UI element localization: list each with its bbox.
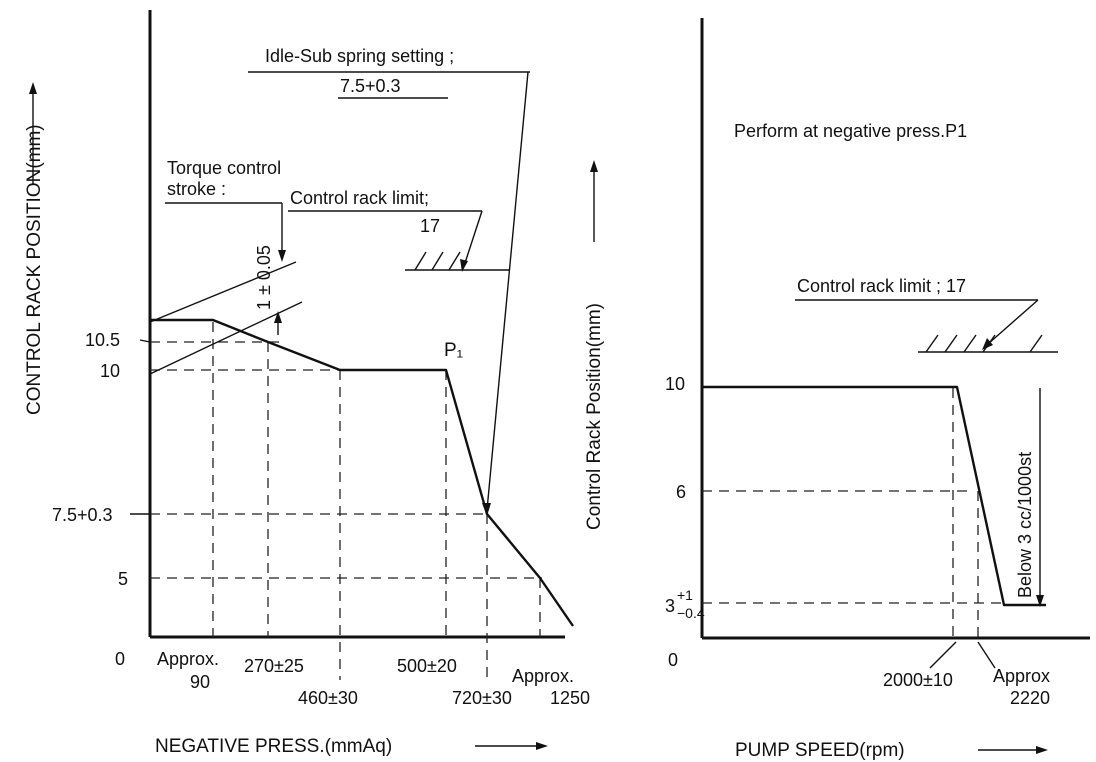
torque-lower-line: [149, 301, 303, 375]
right-hatch-1: [925, 334, 939, 353]
torque-title-2: stroke :: [167, 179, 226, 199]
right-rack-limit-title: Control rack limit ; 17: [797, 276, 966, 296]
torque-title: Torque control: [167, 158, 281, 178]
left-p1-label: P₁: [444, 340, 463, 361]
left-y-tick-10: 10: [100, 361, 120, 381]
left-rack-limit-arrow: [460, 259, 468, 272]
right-x-tick-2000: 2000±10: [883, 670, 953, 690]
right-y-tick-3-sup: +1: [677, 587, 693, 603]
left-rack-limit-leader: [463, 210, 483, 267]
left-hatch-1: [414, 251, 427, 271]
left-x-tick-720: 720±30: [452, 688, 512, 708]
right-note: Perform at negative press.P1: [734, 121, 967, 141]
left-y-tick-10.5: 10.5: [85, 330, 120, 350]
right-series-line: [702, 385, 1046, 607]
left-x-tick-90: Approx.: [157, 649, 219, 669]
left-leader-10.5: [139, 339, 151, 343]
torque-arrow-up: [274, 311, 282, 323]
right-y-tick-10: 10: [665, 374, 685, 394]
left-rack-limit-value: 17: [420, 216, 440, 236]
left-hatch-3: [448, 251, 461, 271]
left-x-tick-1250: Approx.: [512, 666, 574, 686]
right-y-arrow-head: [590, 160, 598, 172]
right-y-axis-label: Control Rack Position(mm): [584, 303, 605, 530]
idle-sub-title: Idle-Sub spring setting ;: [265, 46, 454, 66]
right-leader-2000: [929, 641, 957, 669]
right-hatch-5: [1029, 334, 1043, 353]
idle-sub-arrow-head: [482, 503, 491, 516]
left-y-arrow-head: [29, 82, 37, 94]
left-x-tick-460: 460±30: [298, 688, 358, 708]
left-hatch-2: [431, 251, 444, 271]
right-x-tick-2220: Approx: [993, 666, 1050, 686]
left-rack-limit-title: Control rack limit;: [290, 188, 429, 208]
right-y-tick-3-sub: −0.4: [677, 605, 705, 621]
right-rack-limit-leader: [987, 299, 1039, 345]
left-x-axis-label: NEGATIVE PRESS.(mmAq): [155, 736, 392, 757]
below-marker-arrow: [1036, 595, 1044, 607]
left-origin-label: 0: [115, 649, 125, 669]
left-y-tick-7.5: 7.5+0.3: [52, 505, 113, 525]
right-guides: [702, 388, 1005, 638]
idle-sub-leader: [486, 71, 529, 511]
right-x-arrow-head: [1036, 746, 1048, 754]
torque-arrow-down: [278, 250, 286, 262]
right-x-axis-label: PUMP SPEED(rpm): [735, 740, 905, 761]
left-x-tick-270: 270±25: [244, 656, 304, 676]
torque-upper-line: [149, 261, 297, 323]
idle-sub-value: 7.5+0.3: [340, 76, 401, 96]
right-rack-limit-arrow: [982, 338, 993, 350]
right-origin-label: 0: [668, 650, 678, 670]
left-y-axis-label: CONTROL RACK POSITION(mm): [24, 124, 45, 415]
right-leader-2220: [977, 641, 996, 669]
left-y-tick-5: 5: [118, 569, 128, 589]
left-guides: [150, 322, 542, 680]
torque-value: 1 ± 0.05: [254, 245, 274, 310]
right-x-tick-2220-value: 2220: [1010, 688, 1050, 708]
right-chart: Control Rack Position(mm) PUMP SPEED(rpm…: [584, 18, 1090, 761]
left-chart: CONTROL RACK POSITION(mm) NEGATIVE PRESS…: [24, 10, 590, 757]
right-hatch-4: [982, 334, 996, 353]
left-x-tick-90-value: 90: [190, 672, 210, 692]
left-x-arrow-head: [536, 742, 548, 750]
left-x-tick-500: 500±20: [397, 656, 457, 676]
right-hatch-3: [963, 334, 977, 353]
left-x-tick-1250-value: 1250: [550, 688, 590, 708]
right-y-tick-3: 3: [665, 596, 675, 616]
left-series-line: [150, 318, 574, 627]
right-hatch-2: [944, 334, 958, 353]
right-y-tick-6: 6: [676, 482, 686, 502]
below-note: Below 3 cc/1000st: [1015, 452, 1035, 598]
